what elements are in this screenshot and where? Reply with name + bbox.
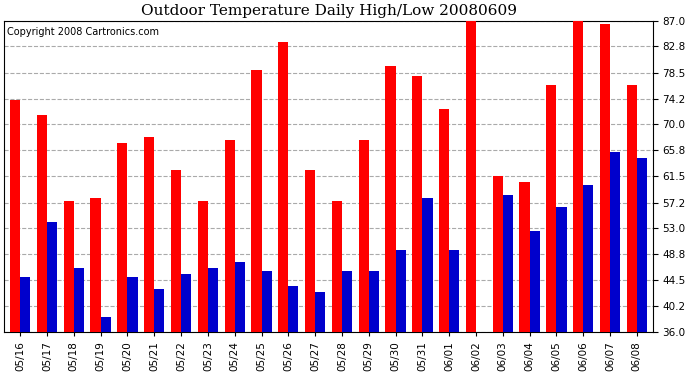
Bar <box>305 170 315 332</box>
Bar <box>198 201 208 332</box>
Bar <box>235 262 245 332</box>
Bar <box>47 222 57 332</box>
Bar <box>171 170 181 332</box>
Bar <box>144 136 155 332</box>
Text: Copyright 2008 Cartronics.com: Copyright 2008 Cartronics.com <box>8 27 159 37</box>
Bar <box>117 143 128 332</box>
Bar <box>546 85 556 332</box>
Bar <box>422 198 433 332</box>
Bar <box>583 186 593 332</box>
Bar <box>224 140 235 332</box>
Bar <box>181 274 191 332</box>
Bar <box>155 289 164 332</box>
Bar <box>74 268 84 332</box>
Bar <box>573 18 583 332</box>
Bar <box>439 109 449 332</box>
Bar <box>368 271 379 332</box>
Bar <box>466 21 476 332</box>
Bar <box>332 201 342 332</box>
Title: Outdoor Temperature Daily High/Low 20080609: Outdoor Temperature Daily High/Low 20080… <box>141 4 517 18</box>
Bar <box>503 195 513 332</box>
Bar <box>63 201 74 332</box>
Bar <box>610 152 620 332</box>
Bar <box>288 286 299 332</box>
Bar <box>520 182 529 332</box>
Bar <box>20 277 30 332</box>
Bar <box>90 198 101 332</box>
Bar <box>412 76 422 332</box>
Bar <box>627 85 637 332</box>
Bar <box>395 249 406 332</box>
Bar <box>359 140 368 332</box>
Bar <box>208 268 218 332</box>
Bar <box>251 69 262 332</box>
Bar <box>529 231 540 332</box>
Bar <box>449 249 460 332</box>
Bar <box>128 277 138 332</box>
Bar <box>600 24 610 332</box>
Bar <box>278 42 288 332</box>
Bar <box>10 100 20 332</box>
Bar <box>37 115 47 332</box>
Bar <box>315 292 325 332</box>
Bar <box>262 271 272 332</box>
Bar <box>342 271 352 332</box>
Bar <box>493 176 503 332</box>
Bar <box>385 66 395 332</box>
Bar <box>556 207 566 332</box>
Bar <box>637 158 647 332</box>
Bar <box>101 316 111 332</box>
